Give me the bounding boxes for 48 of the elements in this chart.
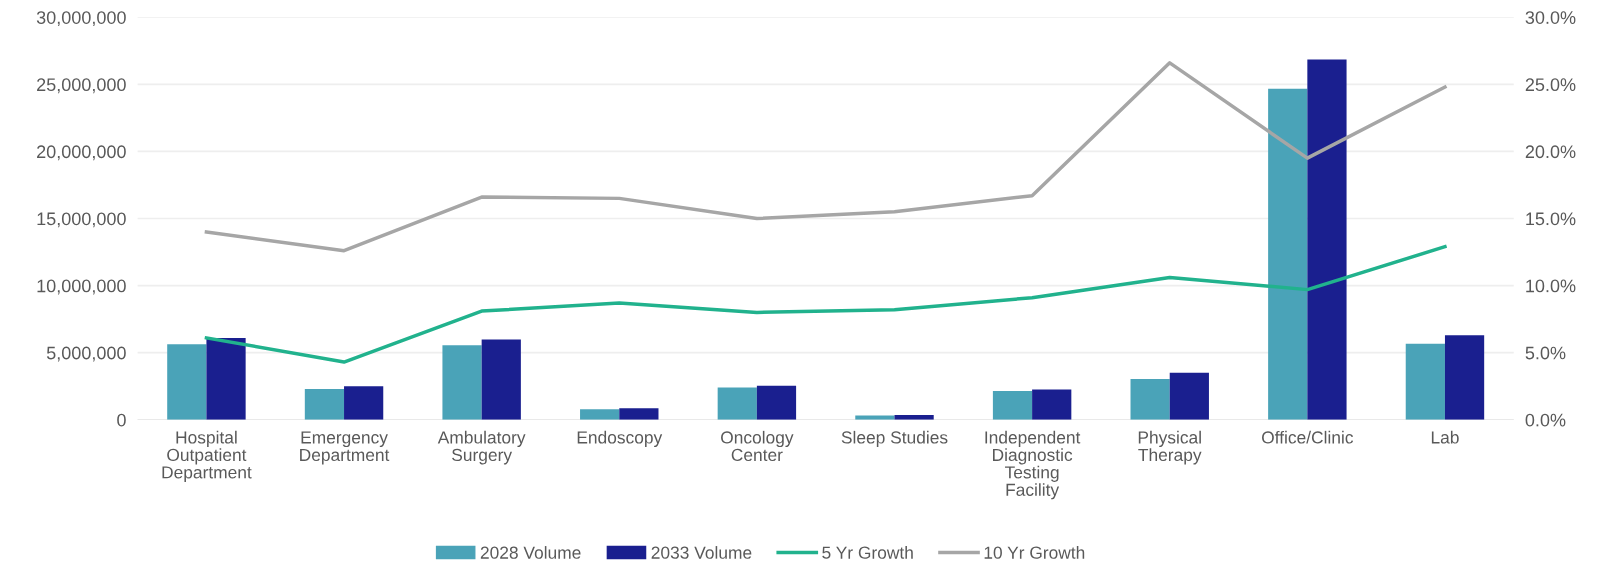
bar — [206, 337, 246, 420]
y2-tick-label: 5.0% — [1525, 346, 1566, 360]
bar — [1268, 88, 1308, 420]
x-tick-label: Ambulatory Surgery — [437, 430, 526, 465]
x-tick-label: Hospital Outpatient Department — [162, 430, 252, 482]
x-tick-label: Office/Clinic — [1262, 430, 1354, 444]
y-tick-label: 0 — [117, 413, 126, 427]
bar — [717, 387, 757, 420]
bar — [619, 408, 659, 420]
line-series — [204, 61, 1447, 253]
x-tick-label: Endoscopy — [577, 430, 663, 448]
bar — [1130, 379, 1170, 420]
bar — [1169, 372, 1209, 420]
bar — [167, 344, 207, 420]
bar — [304, 389, 345, 420]
x-tick-label: Emergency Department — [300, 431, 390, 465]
y2-tick-label: 20.0% — [1525, 145, 1576, 159]
x-tick-label: Independent Diagnostic Testing Facility — [985, 430, 1081, 500]
y-tick-label: 20,000,000 — [37, 145, 126, 161]
y2-tick-label: 25.0% — [1525, 78, 1576, 92]
x-tick-label: Oncology Center — [721, 430, 794, 462]
bar — [1405, 343, 1445, 420]
y-tick-label: 25,000,000 — [37, 78, 126, 94]
bar — [442, 345, 482, 420]
bar — [344, 386, 384, 420]
y-tick-label: 10,000,000 — [37, 279, 126, 295]
y2-tick-label: 30.0% — [1525, 11, 1576, 24]
bar — [580, 409, 620, 420]
y-tick-label: 5,000,000 — [46, 346, 126, 362]
x-tick-label: Sleep Studies — [841, 430, 948, 448]
y2-tick-label: 15.0% — [1526, 212, 1576, 226]
bar — [1307, 59, 1347, 420]
bar — [1444, 335, 1485, 420]
bar — [481, 339, 521, 420]
legend-label: 5 Yr Growth — [822, 546, 913, 559]
y2-tick-label: 0.0% — [1525, 413, 1566, 427]
x-tick-label: Lab — [1431, 430, 1459, 444]
x-tick-label: Physical Therapy — [1138, 430, 1202, 465]
legend-label: 2033 Volume — [651, 546, 752, 559]
y-tick-label: 30,000,000 — [36, 11, 126, 27]
y2-tick-label: 10.0% — [1526, 279, 1576, 293]
bar — [1032, 389, 1072, 420]
line-series — [204, 244, 1447, 364]
legend-label: 2028 Volume — [480, 546, 581, 559]
bar — [992, 391, 1033, 420]
y-tick-label: 15,000,000 — [37, 212, 126, 228]
bar — [756, 385, 797, 420]
legend-label: 10 Yr Growth — [984, 546, 1085, 559]
